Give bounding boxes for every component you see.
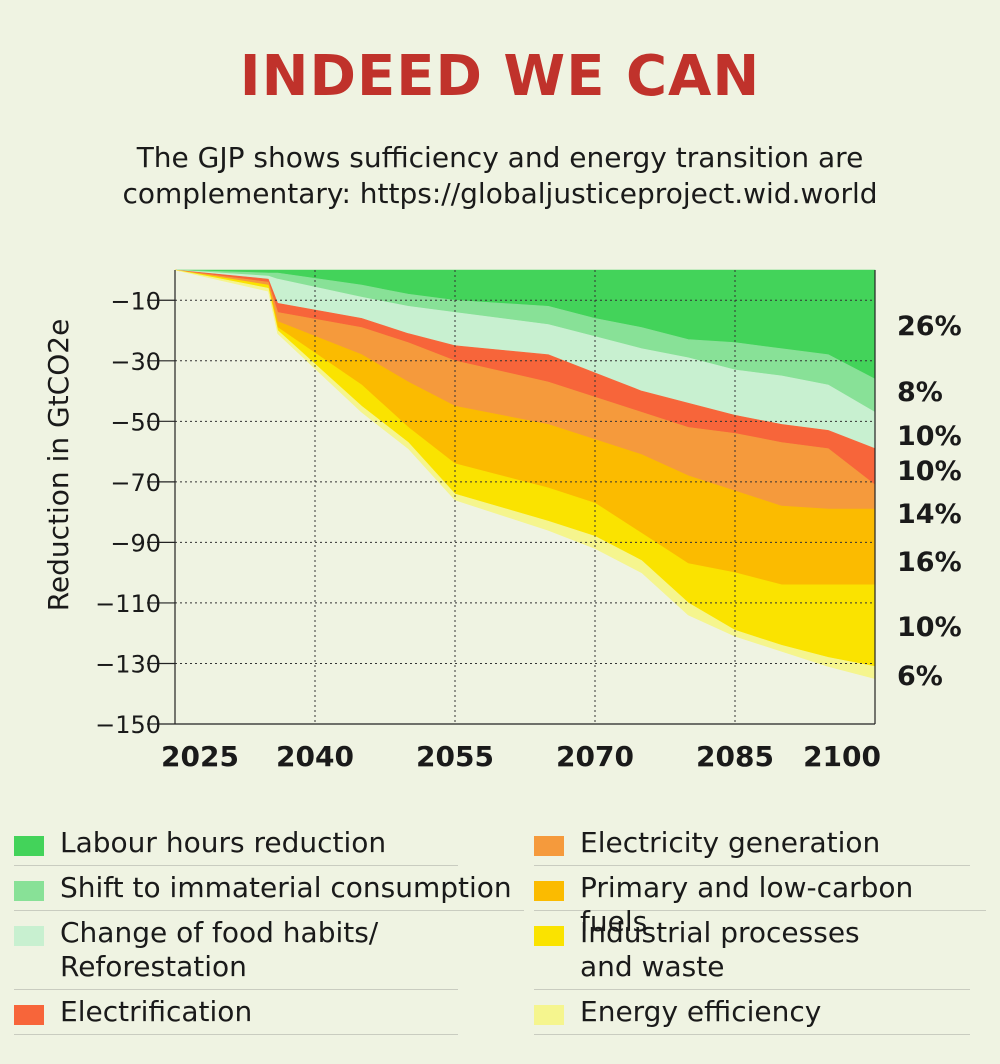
y-tick-label: −110	[95, 590, 161, 618]
y-tick-label: −70	[110, 469, 161, 497]
x-tick-label: 2070	[556, 740, 634, 773]
y-tick-label: −90	[110, 529, 161, 557]
legend-item: Electrification	[14, 993, 458, 1035]
page-title: INDEED WE CAN	[239, 44, 761, 109]
share-label: 6%	[897, 661, 943, 692]
legend-swatch	[14, 881, 44, 901]
y-tick-label: −30	[110, 348, 161, 376]
legend-label: Shift to immaterial consumption	[60, 871, 512, 904]
legend-item: Primary and low-carbon fuels	[534, 869, 986, 938]
legend-label: Change of food habits/ Reforestation	[60, 916, 379, 983]
legend-item: Change of food habits/ Reforestation	[14, 914, 458, 990]
grid-lines	[175, 270, 875, 724]
legend-swatch	[534, 881, 564, 901]
y-tick-labels: −10 −30 −50 −70 −90 −110 −130 −150	[95, 287, 175, 739]
share-label: 26%	[897, 311, 962, 342]
legend-swatch	[14, 836, 44, 856]
area-series-group	[174, 269, 876, 679]
legend-item: Labour hours reduction	[14, 824, 458, 866]
legend-swatch	[534, 1005, 564, 1025]
area-chart: −10 −30 −50 −70 −90 −110 −130 −150 2025 2040 2055…	[42, 269, 962, 773]
share-label: 16%	[897, 547, 962, 578]
y-tick-label: −150	[95, 711, 161, 739]
legend-item: Shift to immaterial consumption	[14, 869, 524, 911]
x-tick-label: 2055	[416, 740, 494, 773]
x-tick-label: 2085	[696, 740, 774, 773]
legend-item: Electricity generation	[534, 824, 970, 866]
share-label: 10%	[897, 456, 962, 487]
legend-swatch	[14, 1005, 44, 1025]
share-labels: 26% 8% 10% 10% 14% 16% 10% 6%	[897, 311, 962, 692]
legend-item: Energy efficiency	[534, 993, 970, 1035]
legend-swatch	[534, 836, 564, 856]
legend-label: Electricity generation	[580, 826, 881, 859]
x-tick-label: 2100	[803, 740, 881, 773]
y-tick-label: −50	[110, 408, 161, 436]
share-label: 14%	[897, 499, 962, 530]
y-tick-label: −10	[110, 287, 161, 315]
axes	[174, 270, 876, 725]
y-tick-label: −130	[95, 650, 161, 678]
x-tick-label: 2025	[161, 740, 239, 773]
share-label: 10%	[897, 612, 962, 643]
y-axis-label: Reduction in GtCO2e	[42, 319, 75, 612]
x-tick-label: 2040	[276, 740, 354, 773]
legend-label: Electrification	[60, 995, 253, 1028]
x-tick-labels: 2025 2040 2055 2070 2085 2100	[161, 740, 881, 773]
share-label: 8%	[897, 377, 943, 408]
legend-swatch	[534, 926, 564, 946]
page-subtitle: The GJP shows sufficiency and energy tra…	[122, 141, 878, 210]
share-label: 10%	[897, 421, 962, 452]
legend-label: Labour hours reduction	[60, 826, 387, 859]
legend-label: Industrial processes and waste	[580, 916, 860, 983]
legend-label: Primary and low-carbon fuels	[580, 871, 914, 938]
legend-label: Energy efficiency	[580, 995, 822, 1028]
legend-item: Industrial processes and waste	[534, 914, 970, 990]
legend-swatch	[14, 926, 44, 946]
